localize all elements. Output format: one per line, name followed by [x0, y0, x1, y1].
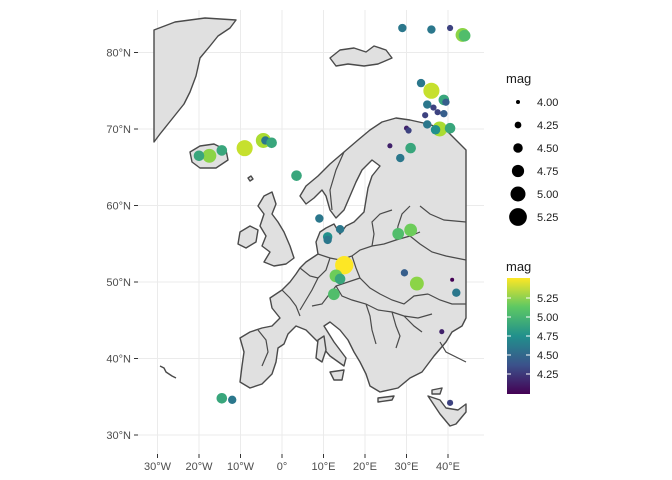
- earthquake-point: [405, 142, 416, 154]
- earthquake-point: [216, 145, 228, 156]
- earthquake-point: [446, 399, 454, 406]
- earthquake-point: [423, 120, 432, 129]
- earthquake-point: [440, 110, 448, 118]
- color-legend-label: 4.25: [537, 369, 558, 381]
- earthquake-point: [430, 125, 441, 135]
- earthquake-point: [392, 227, 405, 240]
- earthquake-points: [193, 23, 471, 406]
- color-legend-label: 5.00: [537, 312, 558, 324]
- middle-east-wedge: [427, 395, 467, 427]
- crete: [377, 395, 395, 403]
- size-legend-key: [514, 121, 522, 129]
- great-britain-landmass: [257, 191, 295, 267]
- sardinia-corsica: [315, 335, 327, 363]
- color-legend-label: 4.50: [537, 350, 558, 362]
- size-legend-key: [510, 186, 526, 202]
- ireland-landmass: [237, 225, 259, 249]
- earthquake-point: [416, 78, 426, 88]
- earthquake-point: [398, 23, 407, 33]
- size-legend-label: 5.00: [537, 189, 558, 201]
- y-axis: 30°N 40°N 50°N 60°N 70°N 80°N: [106, 48, 138, 442]
- earthquake-point: [202, 148, 217, 163]
- earthquake-point: [439, 329, 445, 335]
- faroe-islands: [247, 175, 254, 182]
- size-legend-key: [516, 100, 520, 104]
- x-tick-label: 0°: [277, 461, 288, 473]
- earthquake-point: [334, 273, 346, 285]
- size-legend-label: 4.25: [537, 120, 558, 132]
- sicily: [329, 369, 345, 381]
- size-legend-key: [509, 208, 527, 226]
- norway-sweden-border: [329, 151, 345, 211]
- x-tick-label: 20°W: [185, 461, 213, 473]
- earthquake-point: [450, 277, 455, 282]
- earthquake-point: [444, 122, 456, 134]
- y-tick-label: 50°N: [106, 277, 131, 289]
- x-tick-label: 10°W: [227, 461, 255, 473]
- y-tick-label: 70°N: [106, 124, 131, 136]
- earthquake-point: [458, 29, 471, 42]
- earthquake-point: [335, 225, 345, 234]
- size-legend-key: [513, 143, 523, 153]
- y-tick-label: 40°N: [106, 354, 131, 366]
- earthquake-point: [446, 24, 454, 32]
- color-legend-label: 5.25: [537, 293, 558, 305]
- size-legend-label: 4.50: [537, 143, 558, 155]
- earthquake-point: [193, 150, 205, 162]
- color-legend-label: 4.75: [537, 331, 558, 343]
- earthquake-point: [216, 392, 228, 404]
- earthquake-point: [452, 288, 461, 297]
- earthquake-point: [236, 140, 253, 157]
- size-legend-label: 4.00: [537, 97, 558, 109]
- y-tick-label: 30°N: [106, 430, 131, 442]
- earthquake-point: [323, 235, 332, 245]
- x-axis: 30°W 20°W 10°W 0° 10°E 20°E 30°E 40°E: [144, 454, 460, 473]
- earthquake-point: [430, 104, 437, 111]
- x-tick-label: 30°E: [395, 461, 419, 473]
- x-tick-label: 20°E: [353, 461, 377, 473]
- earthquake-point: [422, 112, 429, 119]
- svalbard-landmass: [329, 45, 393, 67]
- land-areas: [153, 17, 467, 427]
- earthquake-point: [434, 109, 441, 116]
- earthquake-point: [442, 98, 450, 106]
- size-legend-key: [511, 164, 525, 178]
- color-legend-title: mag: [506, 259, 531, 274]
- size-legend: mag 4.00 4.25 4.50 4.75 5.00 5.25: [506, 71, 558, 226]
- earthquake-point: [387, 143, 393, 149]
- earthquake-point: [405, 127, 412, 134]
- earthquake-point: [409, 276, 424, 291]
- earthquake-point: [396, 153, 405, 163]
- size-legend-label: 4.75: [537, 166, 558, 178]
- size-legend-title: mag: [506, 71, 531, 86]
- atlantic-islands: [159, 365, 177, 379]
- color-legend-bar: [507, 278, 530, 394]
- earthquake-point: [315, 214, 324, 223]
- color-legend: mag 5.25 5.00 4.75 4.50 4.25: [506, 259, 558, 394]
- y-tick-label: 80°N: [106, 48, 131, 60]
- earthquake-point: [423, 100, 432, 109]
- y-tick-label: 60°N: [106, 201, 131, 213]
- x-tick-label: 10°E: [312, 461, 336, 473]
- earthquake-point: [291, 170, 302, 181]
- earthquake-point: [427, 25, 436, 34]
- earthquake-point: [266, 137, 277, 149]
- x-tick-label: 30°W: [144, 461, 172, 473]
- size-legend-label: 5.25: [537, 212, 558, 224]
- earthquake-point: [228, 395, 237, 405]
- earthquake-point: [404, 223, 418, 237]
- earthquake-point: [335, 256, 354, 275]
- x-tick-label: 40°E: [436, 461, 460, 473]
- earthquake-point: [423, 82, 440, 99]
- greenland-landmass: [153, 17, 237, 143]
- earthquake-point: [328, 288, 340, 301]
- cyprus: [431, 387, 443, 395]
- earthquake-point: [400, 269, 409, 277]
